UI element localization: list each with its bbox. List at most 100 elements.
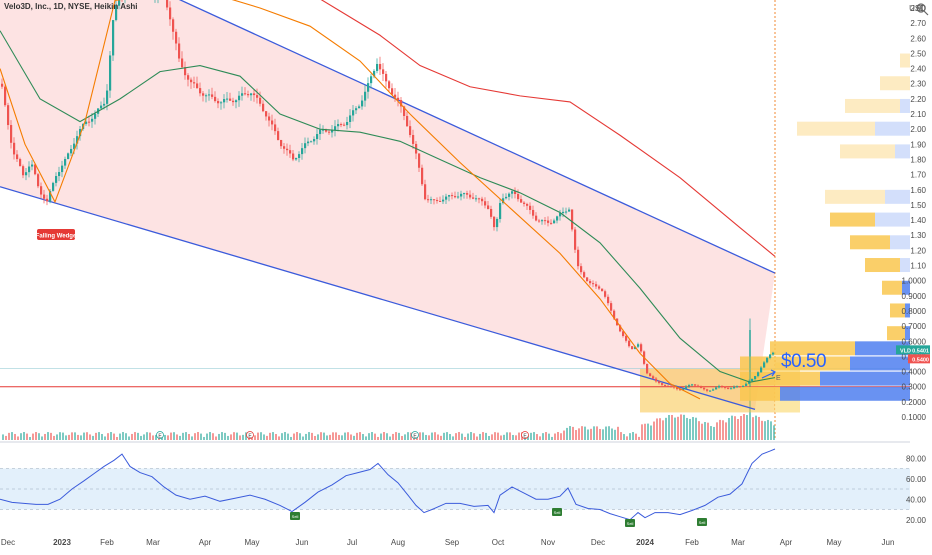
volume-bar: [743, 414, 745, 440]
price-tick-label: 0.4000: [902, 368, 927, 377]
volume-bar: [74, 432, 76, 440]
volume-bar: [383, 432, 385, 440]
volume-profile-yellow: [740, 386, 780, 401]
price-tick-label: 2.20: [910, 95, 926, 104]
candle: [103, 103, 106, 106]
volume-profile-blue: [905, 303, 910, 318]
volume-bar: [68, 434, 70, 440]
candle: [523, 202, 526, 204]
wedge-lower-line: [0, 186, 756, 411]
volume-profile-yellow: [880, 76, 910, 91]
earnings-marker-text: E: [158, 433, 162, 439]
candle: [76, 136, 79, 144]
volume-bar: [455, 433, 457, 440]
earnings-marker[interactable]: E: [521, 431, 529, 440]
candle: [223, 99, 226, 103]
candle: [4, 86, 7, 106]
volume-bar: [143, 434, 145, 440]
search-icon[interactable]: [915, 2, 929, 16]
candle: [772, 352, 775, 355]
volume-bar: [107, 433, 109, 440]
volume-bar: [473, 433, 475, 440]
volume-profile-yellow: [845, 98, 900, 113]
volume-bar: [29, 436, 31, 440]
volume-bar: [92, 435, 94, 440]
candle: [685, 386, 688, 389]
candle: [250, 93, 253, 96]
earnings-marker[interactable]: E: [411, 431, 419, 440]
volume-profile-blue: [875, 212, 910, 227]
volume-bar: [137, 432, 139, 440]
volume-bar: [5, 435, 7, 440]
ticker-badge-text: VLD: [900, 348, 911, 354]
earnings-marker[interactable]: E: [156, 431, 164, 440]
candle: [694, 384, 697, 386]
volume-bar: [278, 436, 280, 440]
candle: [100, 105, 103, 109]
pattern-label: Falling Wedge: [36, 229, 77, 240]
volume-bar: [497, 432, 499, 440]
rsi-line: [0, 448, 776, 521]
candle: [379, 63, 382, 70]
sell-badge-text: Sell: [292, 514, 299, 519]
candle: [7, 105, 10, 126]
candle: [487, 205, 490, 209]
earnings-marker-circle: [246, 431, 254, 439]
volume-bar: [704, 422, 706, 440]
candle: [697, 385, 700, 387]
volume-bar: [515, 435, 517, 440]
candle: [493, 216, 496, 228]
price-tick-label: 2.50: [910, 49, 926, 58]
candle: [1, 83, 4, 87]
time-tick-label: Jun: [882, 538, 895, 547]
candle: [562, 211, 565, 214]
candle: [355, 108, 358, 111]
volume-bar: [503, 434, 505, 440]
candle: [178, 43, 181, 59]
candle: [664, 384, 667, 386]
volume-bar: [218, 433, 220, 440]
volume-bar: [584, 426, 586, 440]
candle: [400, 100, 403, 107]
volume-bar: [377, 436, 379, 440]
price-tick-label: 1.60: [910, 186, 926, 195]
candle: [232, 100, 235, 103]
volume-bar: [122, 432, 124, 440]
candle: [427, 199, 430, 201]
volume-bar: [2, 434, 4, 440]
candle: [634, 346, 637, 350]
rsi-tick-label: 40.00: [906, 495, 927, 504]
volume-bar: [518, 432, 520, 440]
price-tick-label: 2.10: [910, 110, 926, 119]
volume-bar: [476, 436, 478, 440]
volume-bar: [662, 420, 664, 440]
volume-bar: [317, 434, 319, 440]
candle: [706, 389, 709, 391]
candle: [547, 220, 550, 223]
volume-bar: [347, 432, 349, 440]
candle: [289, 150, 292, 154]
candle: [238, 95, 241, 101]
volume-bar: [179, 435, 181, 440]
volume-bar: [722, 420, 724, 440]
candle: [421, 167, 424, 185]
volume-bar: [428, 435, 430, 440]
volume-bar: [47, 432, 49, 440]
volume-bar: [425, 434, 427, 440]
candle: [730, 388, 733, 390]
candle: [550, 222, 553, 224]
pattern-label-text: Falling Wedge: [36, 234, 77, 240]
volume-bar: [8, 432, 10, 440]
volume-bar: [731, 415, 733, 440]
volume-bar: [302, 436, 304, 440]
volume-bar: [224, 432, 226, 440]
volume-bar: [638, 436, 640, 440]
volume-bar: [203, 436, 205, 440]
earnings-marker[interactable]: E: [246, 431, 254, 440]
candle: [460, 193, 463, 197]
candle: [628, 340, 631, 347]
candle: [433, 199, 436, 201]
candles: [1, 0, 775, 393]
